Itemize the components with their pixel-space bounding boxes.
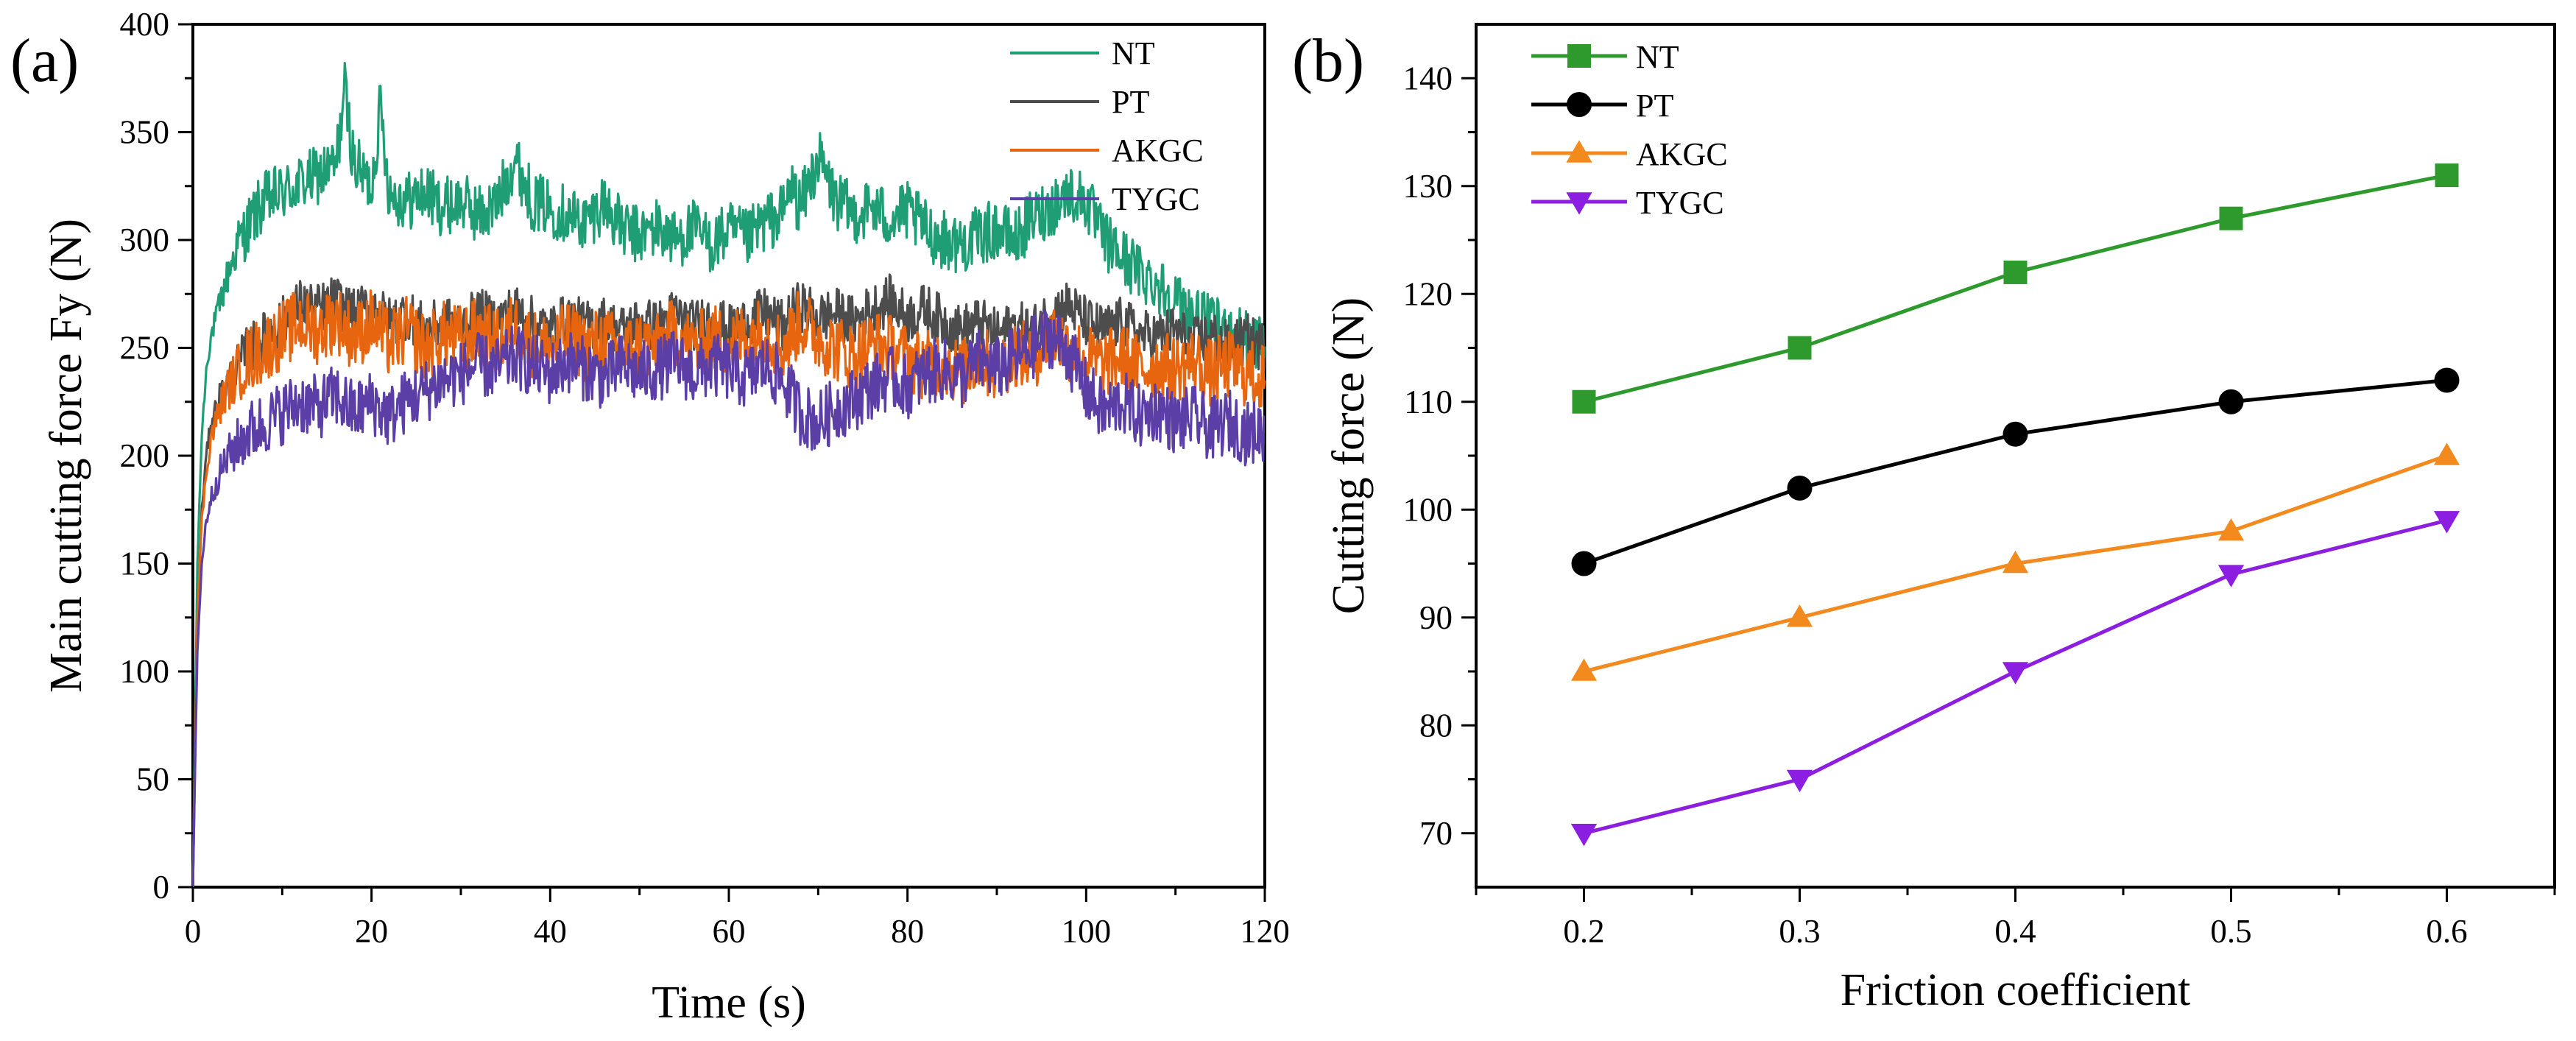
y-tick-label: 80 <box>1419 707 1453 744</box>
legend-marker-tygc <box>1566 192 1592 215</box>
x-tick-label: 0 <box>185 913 202 950</box>
legend-marker-pt <box>1567 92 1592 117</box>
y-tick-label: 70 <box>1419 815 1453 852</box>
y-tick-label: 400 <box>120 6 170 43</box>
data-point-akgc <box>2433 442 2460 465</box>
x-tick-label: 0.4 <box>1994 913 2036 950</box>
x-tick-label: 0.2 <box>1563 913 1604 950</box>
y-tick-label: 140 <box>1403 60 1453 96</box>
panel-b-x-axis-title: Friction coefficient <box>1841 965 2191 1015</box>
data-point-pt <box>2434 367 2460 393</box>
data-point-akgc <box>2217 518 2245 541</box>
data-point-tygc <box>1570 823 1598 847</box>
panel-b-label: (b) <box>1292 27 1364 95</box>
y-tick-label: 50 <box>136 761 169 798</box>
data-point-akgc <box>2002 550 2029 574</box>
data-point-pt <box>2218 389 2244 414</box>
series-line-pt <box>1583 378 2447 565</box>
series-line-nt <box>191 61 1266 888</box>
data-point-nt <box>1788 336 1812 360</box>
legend-label-pt: PT <box>1636 88 1673 124</box>
legend-label-nt: NT <box>1112 35 1155 71</box>
data-point-tygc <box>2433 511 2460 534</box>
panel-a-axis-ticks: 0 20 40 60 80 100 120 0 50 100 150 200 250 300 350 400 <box>120 6 1290 950</box>
data-point-akgc <box>1570 658 1598 681</box>
data-point-tygc <box>2002 662 2029 685</box>
series-line-tygc <box>191 309 1266 888</box>
panel-a-x-axis-title: Time (s) <box>652 978 806 1028</box>
y-tick-label: 150 <box>120 546 170 582</box>
panel-b-chart: 0.2 0.3 0.4 0.5 0.6 70 80 90 100 110 120 130 140 (b)… <box>1292 23 2556 1015</box>
panel-b-legend: NT PT AKGC TYGC <box>1531 39 1728 221</box>
legend-label-tygc: TYGC <box>1636 185 1724 221</box>
panel-a-legend: NT PT AKGC TYGC <box>1010 35 1204 217</box>
legend-label-akgc: AKGC <box>1636 136 1728 172</box>
legend-label-pt: PT <box>1112 84 1149 120</box>
data-point-tygc <box>1786 769 1813 793</box>
y-tick-label: 90 <box>1419 599 1453 636</box>
x-tick-label: 0.6 <box>2426 913 2467 950</box>
y-tick-label: 250 <box>120 330 170 367</box>
y-tick-label: 100 <box>1403 491 1453 528</box>
data-point-tygc <box>2217 565 2245 587</box>
x-tick-label: 20 <box>355 913 388 950</box>
data-point-pt <box>1787 475 1813 501</box>
x-tick-label: 120 <box>1240 913 1290 950</box>
y-tick-label: 120 <box>1403 275 1453 312</box>
panel-a-chart: 0 20 40 60 80 100 120050100150200250300350400 … <box>10 6 1290 1028</box>
x-tick-label: 100 <box>1062 913 1112 950</box>
legend-label-nt: NT <box>1636 39 1679 75</box>
panel-a-y-axis-title: Main cutting force Fy (N) <box>41 219 91 693</box>
x-tick-label: 0.5 <box>2210 913 2251 950</box>
x-tick-label: 80 <box>891 913 924 950</box>
y-tick-label: 200 <box>120 437 170 474</box>
y-tick-label: 0 <box>153 869 170 906</box>
panel-b-series-group <box>1570 163 2460 847</box>
y-tick-label: 350 <box>120 114 170 151</box>
series-line-akgc <box>191 289 1266 888</box>
y-tick-label: 130 <box>1403 168 1453 205</box>
panel-a-label: (a) <box>10 27 79 95</box>
panel-a-series-group <box>191 61 1266 888</box>
y-tick-label: 300 <box>120 222 170 258</box>
data-point-pt <box>2002 421 2028 447</box>
x-tick-label: 40 <box>534 913 567 950</box>
legend-label-akgc: AKGC <box>1112 133 1204 169</box>
legend-label-tygc: TYGC <box>1112 181 1200 217</box>
y-tick-label: 110 <box>1404 384 1453 420</box>
data-point-nt <box>2435 163 2459 188</box>
data-point-pt <box>1571 551 1597 576</box>
legend-marker-nt <box>1567 44 1591 68</box>
data-point-nt <box>1572 389 1596 414</box>
x-tick-label: 0.3 <box>1779 913 1820 950</box>
y-tick-label: 100 <box>120 653 170 690</box>
data-point-nt <box>2003 260 2028 284</box>
legend-marker-akgc <box>1566 140 1592 163</box>
panel-b-y-axis-title: Cutting force (N) <box>1324 297 1374 614</box>
x-tick-label: 60 <box>713 913 746 950</box>
data-point-nt <box>2219 206 2243 230</box>
data-point-akgc <box>1786 604 1813 627</box>
panel-b-axis-ticks: 0.2 0.3 0.4 0.5 0.6 70 80 90 100 110 120 130 140 <box>1403 60 2556 950</box>
